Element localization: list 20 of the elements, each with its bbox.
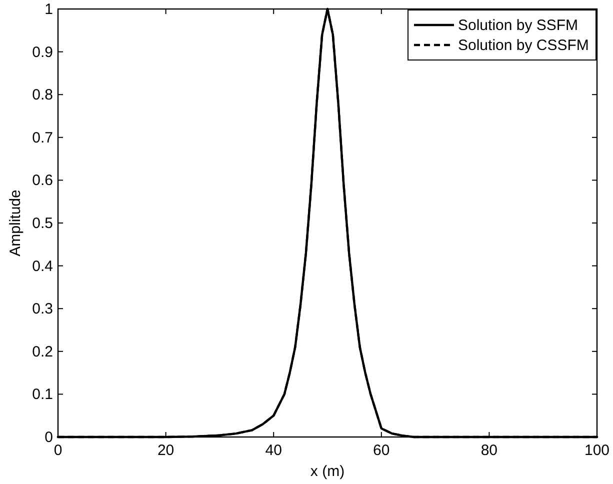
y-tick-label: 0.5 [32, 215, 53, 232]
x-tick-label: 20 [157, 442, 174, 459]
x-tick-label: 60 [373, 442, 390, 459]
y-tick-label: 0.3 [32, 300, 53, 318]
legend-label: Solution by CSSFM [458, 37, 589, 54]
x-tick-label: 40 [265, 442, 282, 459]
x-tick-label: 80 [480, 442, 498, 459]
y-tick-label: 1 [44, 1, 53, 18]
y-tick-label: 0.1 [32, 386, 53, 404]
y-tick-label: 0.4 [32, 258, 53, 275]
y-tick-label: 0.2 [32, 343, 53, 360]
x-tick-label: 100 [584, 442, 610, 459]
x-axis-title: x (m) [310, 463, 345, 480]
y-tick-label: 0.8 [32, 86, 53, 104]
y-tick-label: 0 [44, 429, 53, 446]
y-tick-label: 0.7 [32, 129, 53, 146]
y-tick-label: 0.9 [32, 44, 53, 61]
legend-label: Solution by SSFM [458, 17, 578, 34]
y-tick-label: 0.6 [32, 172, 53, 190]
y-axis-title: Amplitude [7, 190, 24, 256]
